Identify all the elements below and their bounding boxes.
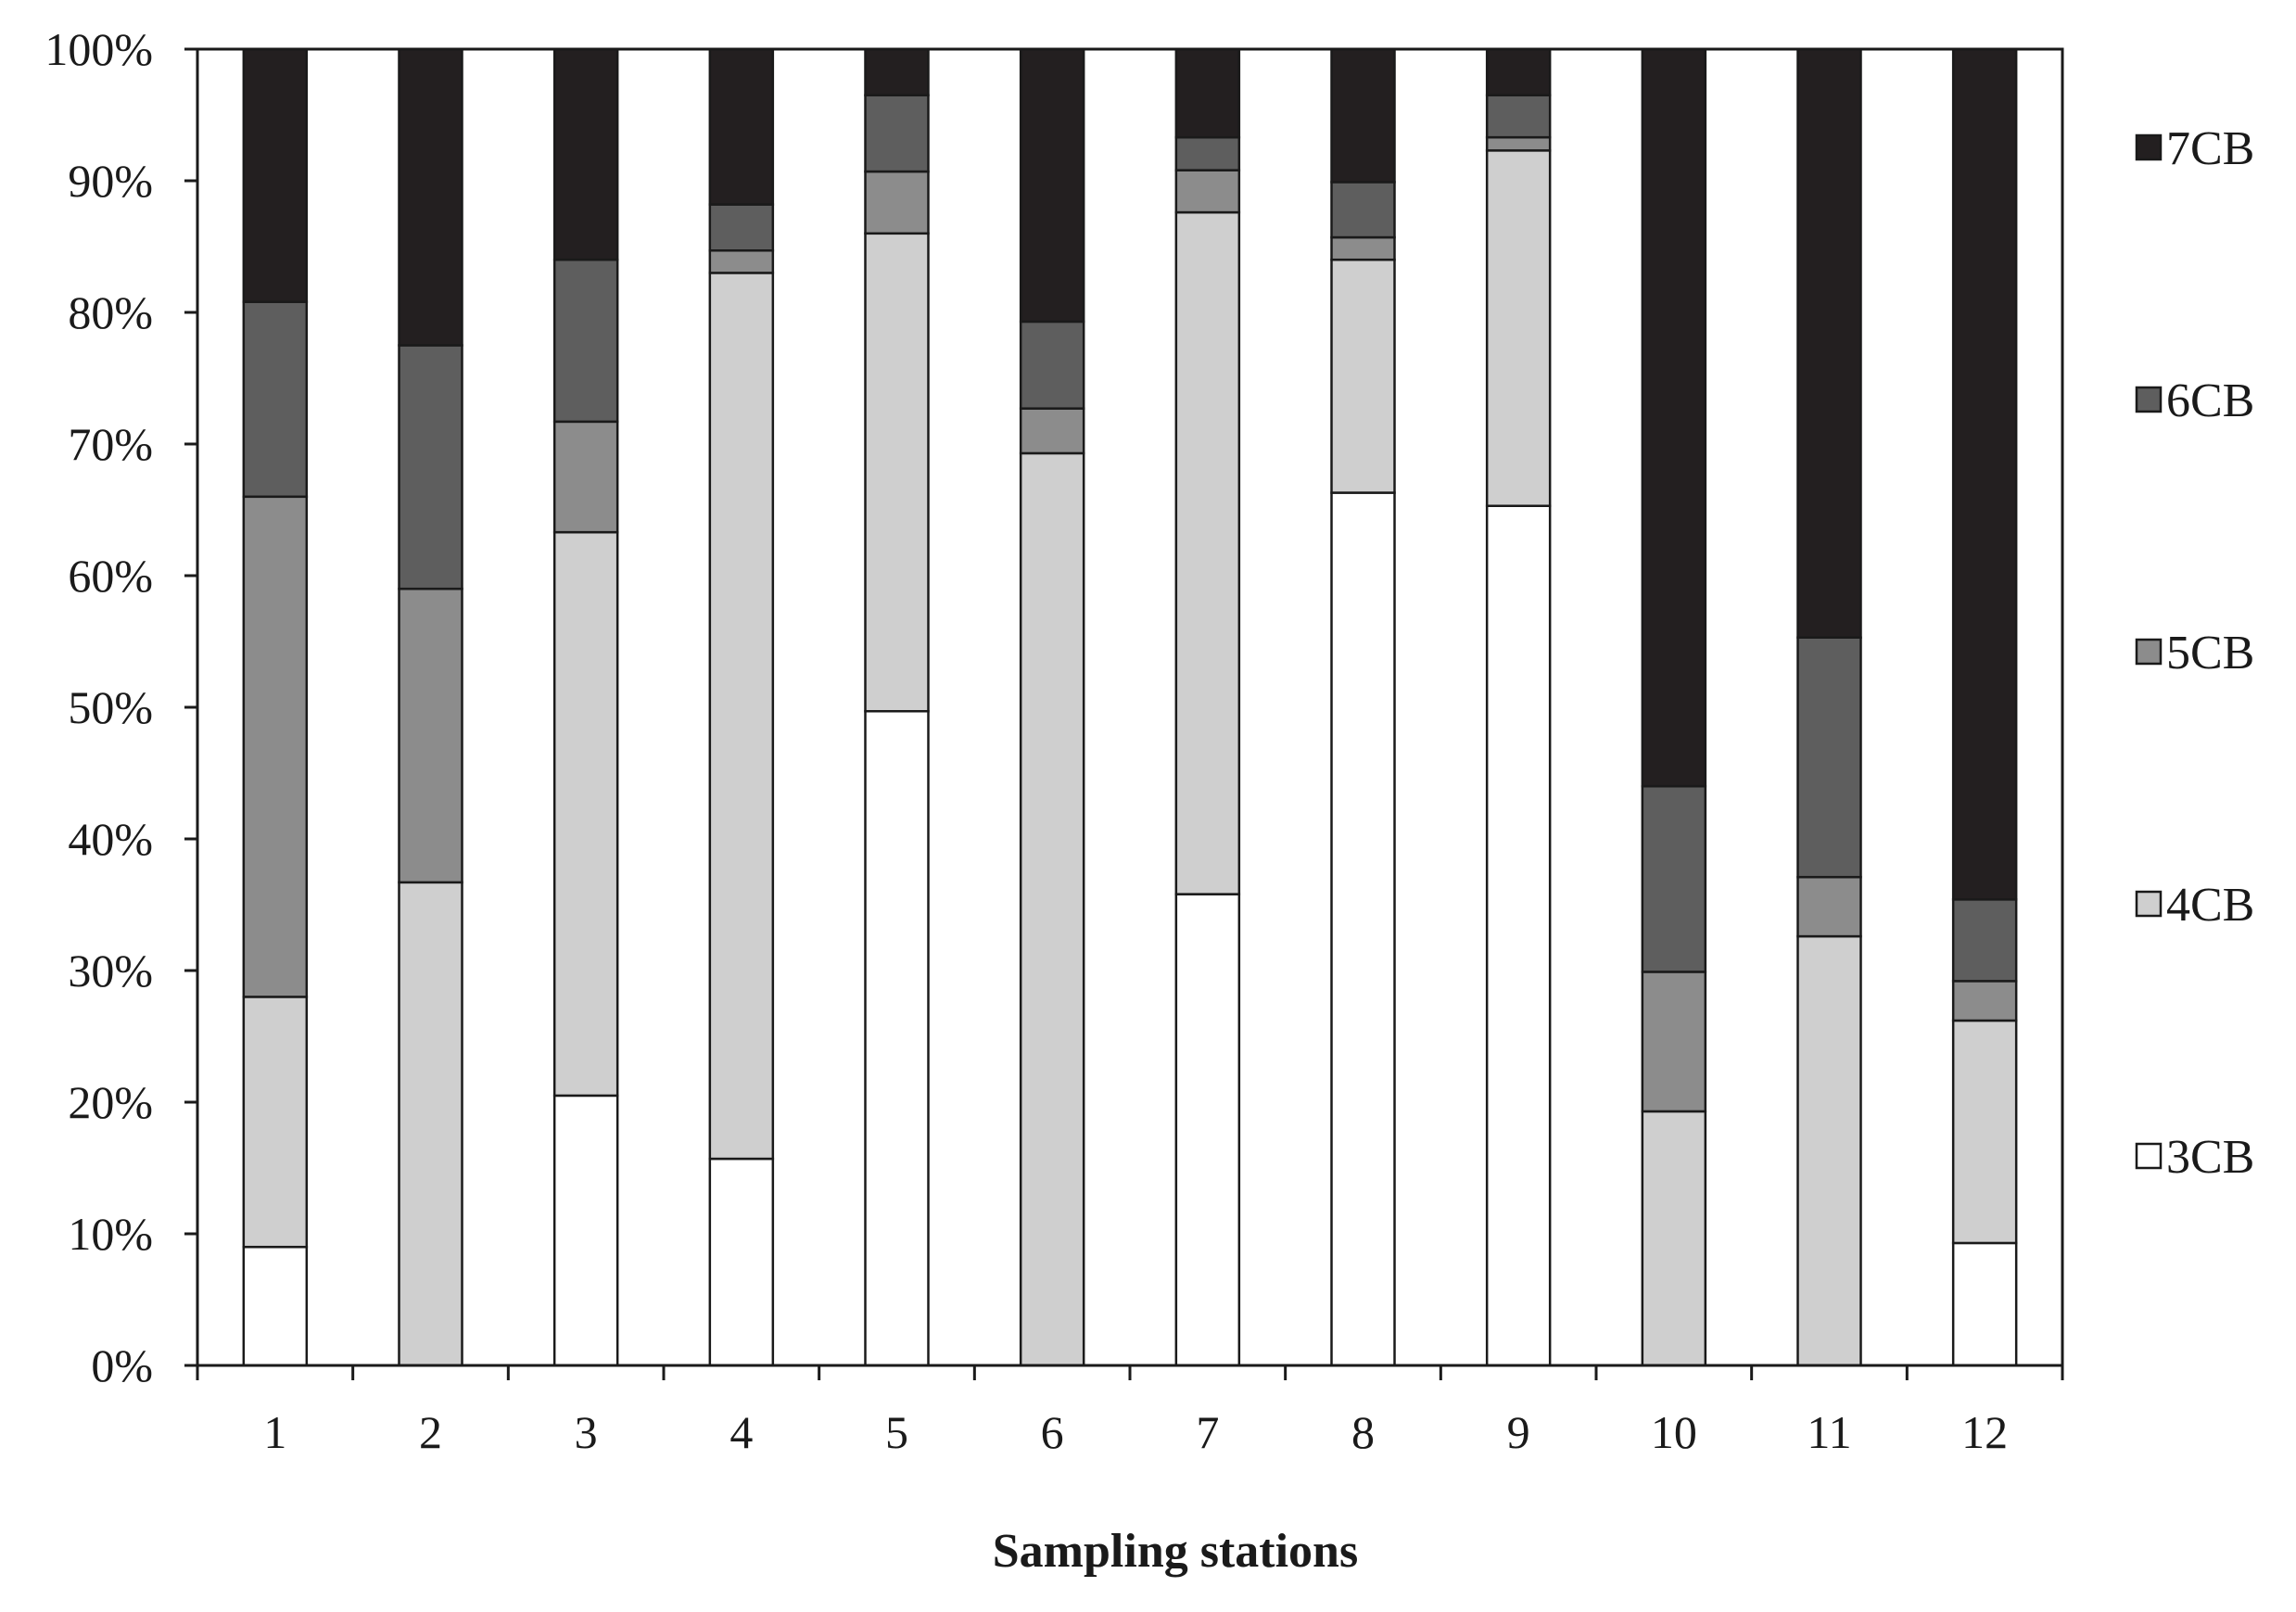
bar-segment-7CB-station-7 (1174, 47, 1241, 139)
legend-swatch-4CB (2135, 890, 2163, 918)
legend-swatch-3CB (2135, 1142, 2163, 1170)
y-tick-label: 40% (68, 813, 153, 865)
x-tick-label-station-6: 6 (1041, 1406, 1064, 1458)
legend: 7CB 6CB 5CB 4CB 3CB (2135, 122, 2254, 1184)
y-tick-label: 60% (68, 550, 153, 602)
bar-segment-6CB-station-5 (864, 94, 930, 173)
bar-segment-5CB-station-3 (552, 420, 619, 534)
bar-segment-7CB-station-4 (708, 47, 775, 206)
bar-segment-5CB-station-2 (398, 587, 463, 884)
bars-layer (242, 47, 2018, 1367)
x-tick-label-station-2: 2 (419, 1406, 442, 1458)
bar-segment-4CB-station-10 (1641, 1110, 1707, 1367)
legend-label-4CB: 4CB (2166, 879, 2254, 932)
bar-segment-5CB-station-6 (1019, 407, 1085, 455)
bar-segment-7CB-station-11 (1796, 47, 1862, 639)
bar-segment-5CB-station-7 (1174, 169, 1241, 214)
y-tick-label: 0% (91, 1339, 153, 1391)
bar-segment-5CB-station-11 (1796, 875, 1862, 938)
bar-segment-6CB-station-3 (552, 258, 619, 424)
bar-segment-6CB-station-11 (1796, 636, 1862, 879)
bar-segment-4CB-station-5 (864, 232, 930, 713)
bar-segment-6CB-station-9 (1485, 94, 1552, 139)
bar-segment-7CB-station-2 (398, 47, 463, 347)
bar-segment-5CB-station-1 (242, 495, 309, 998)
y-tick-label: 10% (68, 1208, 153, 1260)
x-tick-label-station-5: 5 (885, 1406, 908, 1458)
legend-swatch-5CB (2135, 638, 2163, 666)
x-tick-label-station-12: 12 (1961, 1406, 2008, 1458)
bar-segment-3CB-station-4 (708, 1157, 775, 1367)
bar-segment-6CB-station-10 (1641, 784, 1707, 973)
bar-segment-4CB-station-9 (1485, 149, 1552, 507)
bar-segment-4CB-station-3 (552, 530, 619, 1098)
bar-segment-6CB-station-6 (1019, 320, 1085, 410)
x-tick-label-station-8: 8 (1351, 1406, 1375, 1458)
bar-segment-3CB-station-8 (1330, 491, 1396, 1367)
bar-segment-7CB-station-5 (864, 47, 930, 96)
bar-segment-6CB-station-8 (1330, 181, 1396, 239)
bar-segment-3CB-station-1 (242, 1245, 309, 1367)
bar-segment-3CB-station-12 (1951, 1241, 2018, 1367)
legend-label-3CB: 3CB (2166, 1131, 2254, 1184)
bar-segment-5CB-station-8 (1330, 235, 1396, 261)
legend-swatch-7CB (2135, 133, 2163, 161)
x-tick-label-station-11: 11 (1807, 1406, 1851, 1458)
y-tick-label: 100% (44, 23, 153, 75)
bar-segment-6CB-station-7 (1174, 135, 1241, 171)
legend-swatch-6CB (2135, 386, 2163, 413)
bar-segment-6CB-station-12 (1951, 898, 2018, 983)
y-tick-label: 90% (68, 155, 153, 207)
x-tick-label-station-1: 1 (263, 1406, 286, 1458)
y-tick-label: 80% (68, 286, 153, 338)
x-tick-label-station-10: 10 (1651, 1406, 1697, 1458)
y-tick-label: 20% (68, 1076, 153, 1128)
bar-segment-4CB-station-6 (1019, 451, 1085, 1367)
bar-segment-5CB-station-12 (1951, 980, 2018, 1022)
x-tick-label-station-9: 9 (1507, 1406, 1530, 1458)
y-axis: 0% 10% 20% 30% 40% 50% 60% 70% 80% 90% 100% (44, 23, 197, 1391)
bar-segment-7CB-station-3 (552, 47, 619, 261)
bar-segment-3CB-station-5 (864, 710, 930, 1367)
bar-segment-3CB-station-3 (552, 1094, 619, 1367)
bar-segment-7CB-station-6 (1019, 47, 1085, 324)
plot-area-frame (196, 47, 2064, 1367)
bar-segment-5CB-station-5 (864, 170, 930, 235)
bar-segment-4CB-station-8 (1330, 258, 1396, 494)
bar-segment-4CB-station-11 (1796, 934, 1862, 1367)
bar-segment-4CB-station-12 (1951, 1019, 2018, 1245)
y-tick-label: 70% (68, 418, 153, 470)
x-tick-label-station-4: 4 (729, 1406, 753, 1458)
x-axis: 1 2 3 4 5 6 7 8 9 10 11 12 (196, 1365, 2064, 1458)
legend-label-6CB: 6CB (2166, 374, 2254, 427)
x-tick-label-station-7: 7 (1196, 1406, 1219, 1458)
bar-segment-3CB-station-9 (1485, 504, 1552, 1367)
x-tick-label-station-3: 3 (575, 1406, 598, 1458)
bar-segment-7CB-station-12 (1951, 47, 2018, 901)
bar-segment-7CB-station-8 (1330, 47, 1396, 184)
bar-segment-4CB-station-4 (708, 272, 775, 1161)
bar-segment-7CB-station-10 (1641, 47, 1707, 788)
bar-segment-4CB-station-7 (1174, 210, 1241, 895)
y-tick-label: 30% (68, 945, 153, 996)
bar-segment-5CB-station-4 (708, 249, 775, 274)
bar-segment-7CB-station-9 (1485, 47, 1552, 96)
bar-segment-6CB-station-4 (708, 203, 775, 252)
bar-segment-7CB-station-1 (242, 47, 309, 303)
legend-label-5CB: 5CB (2166, 627, 2254, 679)
bar-segment-4CB-station-2 (398, 881, 463, 1367)
bar-segment-5CB-station-10 (1641, 971, 1707, 1113)
y-tick-label: 50% (68, 681, 153, 733)
bar-segment-5CB-station-9 (1485, 135, 1552, 152)
x-axis-title: Sampling stations (993, 1525, 1358, 1578)
bar-segment-6CB-station-1 (242, 300, 309, 499)
bar-segment-6CB-station-2 (398, 344, 463, 590)
bar-segment-4CB-station-1 (242, 996, 309, 1249)
legend-label-7CB: 7CB (2166, 122, 2254, 175)
bar-segment-3CB-station-7 (1174, 893, 1241, 1367)
